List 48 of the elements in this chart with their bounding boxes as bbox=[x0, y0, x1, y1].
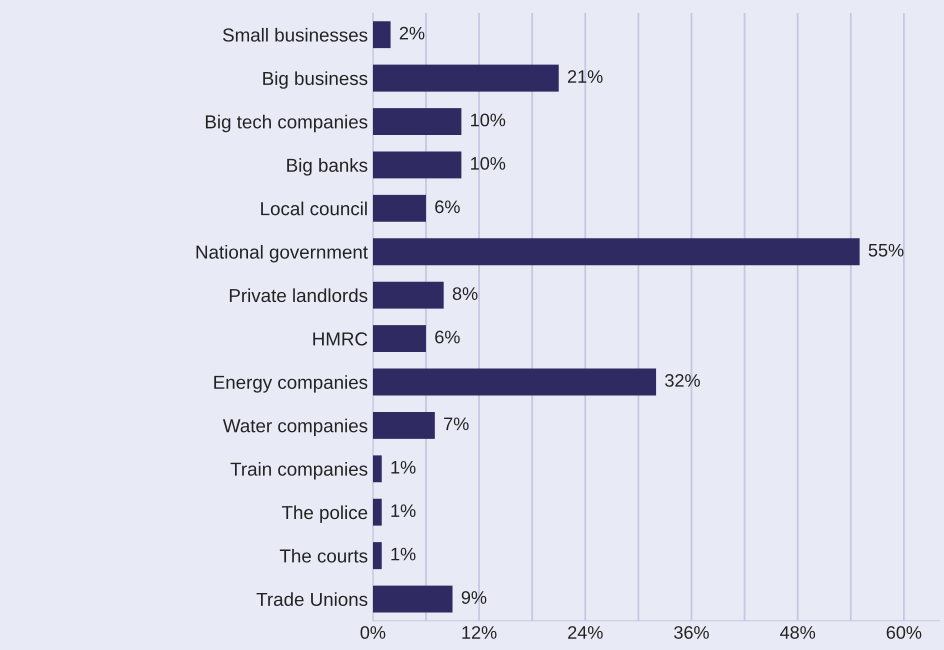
y-tick-label: The courts bbox=[280, 548, 368, 563]
data-label: 55% bbox=[868, 244, 904, 257]
data-label: 1% bbox=[391, 460, 416, 474]
data-label: 10% bbox=[471, 157, 506, 170]
data-label: 7% bbox=[444, 418, 469, 430]
bar bbox=[372, 368, 656, 396]
data-label: 1% bbox=[391, 548, 416, 560]
y-tick-label: Water companies bbox=[222, 418, 368, 436]
data-label: 21% bbox=[568, 70, 603, 83]
data-label: 2% bbox=[400, 26, 424, 40]
y-tick-label: National government bbox=[196, 244, 368, 262]
bar bbox=[372, 412, 435, 439]
y-tick-label: Trade Unions bbox=[256, 592, 368, 606]
bar bbox=[372, 542, 382, 570]
data-label: 32% bbox=[665, 374, 700, 387]
y-tick-label: Train companies bbox=[230, 462, 368, 480]
data-label: 6% bbox=[435, 330, 460, 344]
y-tick-label: Big business bbox=[263, 71, 368, 89]
y-tick-label: Energy companies bbox=[214, 375, 368, 393]
data-label: 8% bbox=[452, 287, 478, 300]
x-tick-label: 24% bbox=[568, 626, 603, 639]
bar bbox=[372, 194, 426, 222]
bar bbox=[372, 282, 444, 309]
bar bbox=[372, 586, 453, 612]
y-tick-label: Private landlords bbox=[230, 288, 368, 302]
x-tick-label: 60% bbox=[886, 626, 922, 639]
y-tick-label: Local council bbox=[261, 202, 367, 216]
x-tick-label: 12% bbox=[462, 626, 497, 639]
y-tick-label: The police bbox=[282, 505, 368, 523]
y-tick-label: Big tech companies bbox=[206, 114, 368, 132]
data-label: 9% bbox=[462, 591, 486, 604]
bar bbox=[372, 238, 860, 266]
y-tick-label: Big banks bbox=[287, 158, 368, 176]
x-tick-label: 0% bbox=[360, 626, 386, 639]
x-tick-label: 48% bbox=[780, 626, 816, 639]
data-label: 1% bbox=[391, 504, 416, 517]
bar bbox=[372, 21, 391, 48]
bar bbox=[372, 108, 462, 135]
bar bbox=[372, 498, 382, 526]
y-tick-label: HMRC bbox=[313, 332, 368, 346]
bar bbox=[372, 325, 426, 352]
x-tick-label: 36% bbox=[674, 626, 709, 639]
y-tick-label: Small businesses bbox=[222, 28, 368, 42]
data-label: 6% bbox=[435, 200, 460, 214]
bar bbox=[372, 151, 462, 178]
bar bbox=[372, 64, 559, 92]
data-label: 10% bbox=[471, 114, 506, 126]
bar bbox=[372, 455, 382, 482]
